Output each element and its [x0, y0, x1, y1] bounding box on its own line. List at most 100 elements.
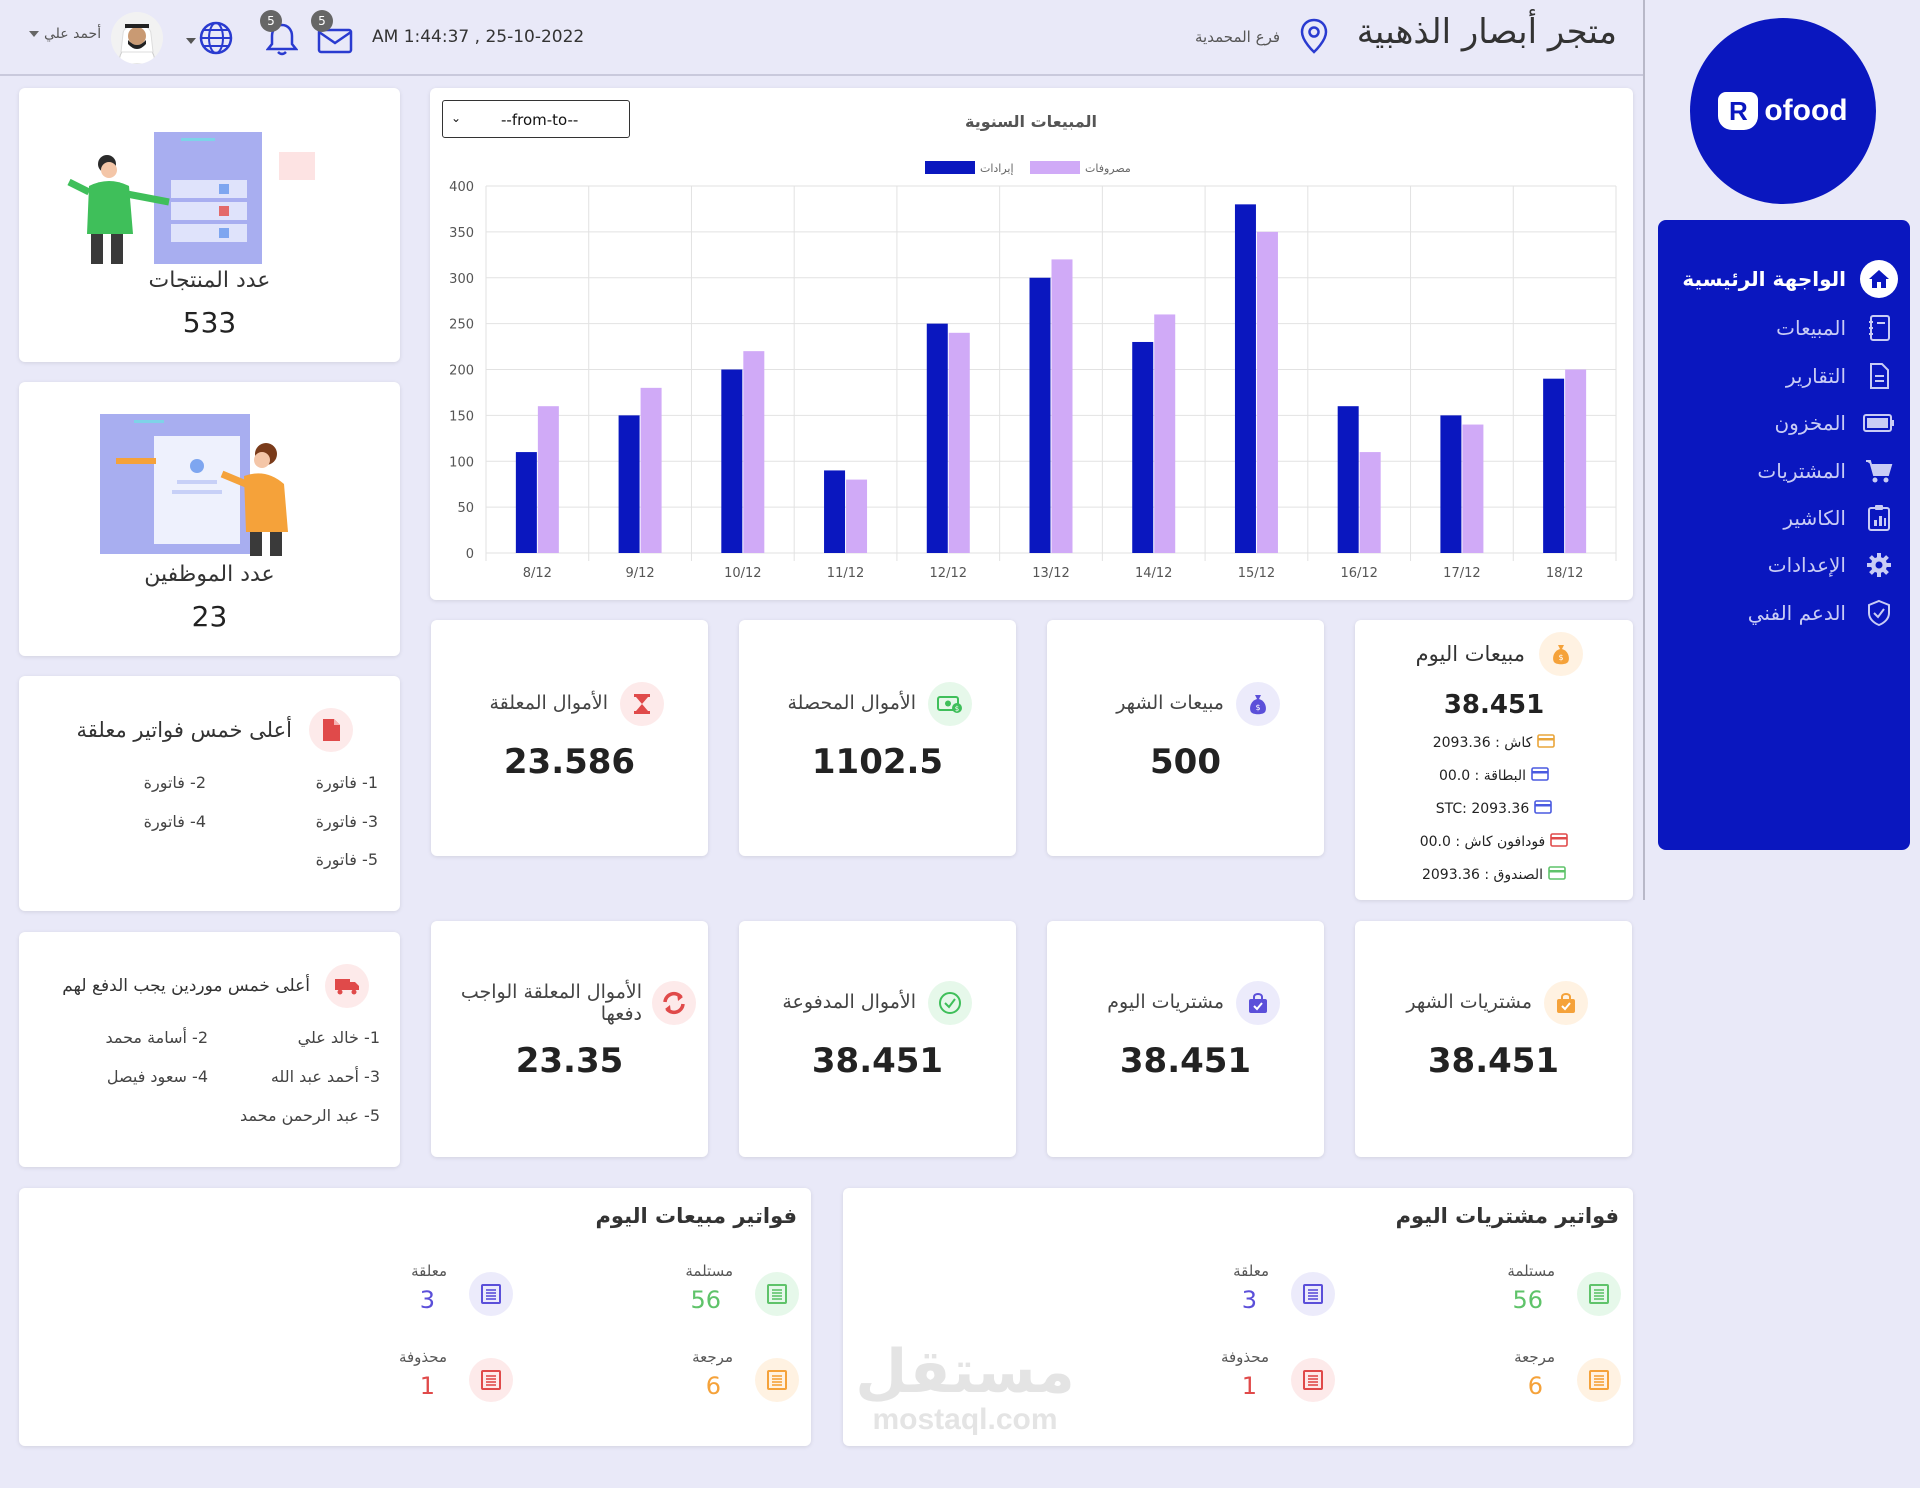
bell-count-badge: 5: [260, 10, 282, 32]
avatar[interactable]: [111, 12, 163, 64]
x-tick-label: 9/12: [625, 566, 654, 581]
brand-name: ofood: [1764, 94, 1848, 127]
invoice-status-label: معلقة: [1233, 1262, 1269, 1280]
invoice-status-item[interactable]: معلقة 3: [1115, 1262, 1335, 1332]
list-item[interactable]: 5- عبد الرحمن محمد: [239, 1106, 380, 1125]
datetime: AM 1:44:37 , 25-10-2022: [372, 27, 585, 47]
receipt-icon: [1577, 1272, 1621, 1316]
sidebar-item-home[interactable]: الواجهة الرئيسية: [1682, 260, 1898, 298]
invoice-status-value: 3: [419, 1286, 435, 1314]
sidebar-item-label: الواجهة الرئيسية: [1682, 267, 1846, 291]
invoice-status-value: 1: [1241, 1372, 1257, 1400]
list-item[interactable]: 1- خالد علي: [297, 1028, 380, 1047]
stat-card: مشتريات اليوم 38.451: [1047, 921, 1324, 1157]
list-item[interactable]: 4- فاتورة: [143, 812, 206, 831]
invoice-status-value: 1: [419, 1372, 435, 1400]
stat-title: الأموال المدفوعة: [782, 991, 916, 1013]
mail-count-badge: 5: [311, 10, 333, 32]
stat-value: 23.586: [503, 742, 636, 782]
date-range-select[interactable]: ⌄ --from-to--: [442, 100, 630, 138]
stat-card: $ مبيعات الشهر 500: [1047, 620, 1324, 856]
battery-icon: [1860, 404, 1898, 442]
sidebar-item-label: الإعدادات: [1767, 553, 1846, 577]
brand-logo[interactable]: R ofood: [1690, 18, 1876, 204]
bar: [846, 479, 868, 553]
x-tick-label: 10/12: [724, 566, 761, 581]
invoice-status-item[interactable]: محذوفة 1: [1115, 1348, 1335, 1418]
payment-line-text: البطاقة : 00.0: [1438, 768, 1527, 784]
annual-sales-chart-card: ⌄ --from-to-- المبيعات السنوية إيرادات مصر…: [430, 88, 1633, 600]
y-tick-label: 150: [449, 409, 474, 424]
invoice-status-item[interactable]: مرجعة 6: [1401, 1348, 1621, 1418]
x-tick-label: 18/12: [1546, 566, 1583, 581]
y-tick-label: 250: [449, 318, 474, 333]
list-item[interactable]: 4- سعود فيصل: [106, 1067, 208, 1086]
payment-line-text: STC: 2093.36: [1435, 801, 1530, 817]
sidebar-item-label: التقارير: [1785, 364, 1846, 388]
x-tick-label: 8/12: [523, 566, 552, 581]
sidebar-item-label: المشتريات: [1757, 459, 1846, 483]
list-item[interactable]: 3- فاتورة: [315, 812, 378, 831]
invoice-status-item[interactable]: معلقة 3: [293, 1262, 513, 1332]
receipt-icon: [469, 1272, 513, 1316]
invoice-status-item[interactable]: محذوفة 1: [293, 1348, 513, 1418]
legend-swatch: [1030, 161, 1080, 174]
mail-icon[interactable]: 5: [311, 10, 353, 54]
invoice-status-item[interactable]: مستلمة 56: [1401, 1262, 1621, 1332]
user-menu-chevron-down-icon[interactable]: [29, 31, 39, 37]
payment-line-text: فودافون كاش : 00.0: [1419, 834, 1546, 850]
stat-value: 500: [1150, 742, 1221, 782]
bar: [743, 351, 765, 553]
payment-breakdown-line: الصندوق : 2093.36: [1355, 866, 1633, 884]
sidebar-item-support[interactable]: الدعم الفني: [1748, 594, 1898, 632]
branch-name[interactable]: فرع المحمدية: [1195, 28, 1281, 46]
list-item[interactable]: 5- فاتورة: [315, 850, 378, 869]
hourglass-icon: [620, 682, 664, 726]
bar: [1029, 277, 1051, 553]
sidebar-item-reports[interactable]: التقارير: [1786, 357, 1898, 395]
language-chevron-down-icon[interactable]: [186, 38, 196, 44]
payment-breakdown-line: فودافون كاش : 00.0: [1355, 833, 1633, 851]
invoice-status-value: 6: [705, 1372, 721, 1400]
watermark-arabic: مستقل: [855, 1337, 1075, 1407]
location-pin-icon[interactable]: [1300, 18, 1328, 58]
bar: [1440, 415, 1462, 553]
bar: [515, 452, 537, 553]
card-icon: [1537, 734, 1556, 752]
book-icon: [1860, 309, 1898, 347]
bar: [618, 415, 640, 553]
products-illustration: [67, 132, 315, 264]
bar: [1359, 452, 1381, 553]
y-tick-label: 350: [449, 226, 474, 241]
employees-illustration: [100, 414, 288, 556]
invoice-status-item[interactable]: مستلمة 56: [579, 1262, 799, 1332]
card-icon: [1534, 800, 1553, 818]
bar: [948, 332, 970, 553]
globe-icon[interactable]: [198, 20, 234, 60]
watermark-logo: مستقل mostaql.com: [845, 1340, 1085, 1436]
cash-icon: $: [928, 682, 972, 726]
sidebar-item-settings[interactable]: الإعدادات: [1768, 546, 1898, 584]
list-item[interactable]: 2- أسامة محمد: [105, 1028, 208, 1047]
invoice-status-item[interactable]: مرجعة 6: [579, 1348, 799, 1418]
bell-icon[interactable]: 5: [260, 10, 300, 56]
x-tick-label: 14/12: [1135, 566, 1172, 581]
sidebar-item-sales[interactable]: المبيعات: [1776, 309, 1898, 347]
list-item[interactable]: 1- فاتورة: [315, 773, 378, 792]
y-tick-label: 100: [449, 455, 474, 470]
sidebar-item-inventory[interactable]: المخزون: [1774, 404, 1898, 442]
invoice-status-label: مستلمة: [1507, 1262, 1555, 1280]
list-item[interactable]: 3- أحمد عبد الله: [270, 1067, 380, 1086]
sidebar-item-purchases[interactable]: المشتريات: [1757, 452, 1898, 490]
stat-value: 38.451: [811, 1041, 944, 1081]
stat-value: 38.451: [1119, 1041, 1252, 1081]
sidebar-item-cashier[interactable]: الكاشير: [1783, 499, 1898, 537]
sales-invoices-title: فواتير مبيعات اليوم: [595, 1204, 797, 1228]
receipt-icon: [1291, 1358, 1335, 1402]
user-name[interactable]: أحمد علي: [44, 26, 102, 42]
check-circle-icon: [928, 981, 972, 1025]
invoice-status-label: مرجعة: [1514, 1348, 1555, 1366]
x-tick-label: 15/12: [1238, 566, 1275, 581]
y-tick-label: 50: [457, 501, 474, 516]
list-item[interactable]: 2- فاتورة: [143, 773, 206, 792]
